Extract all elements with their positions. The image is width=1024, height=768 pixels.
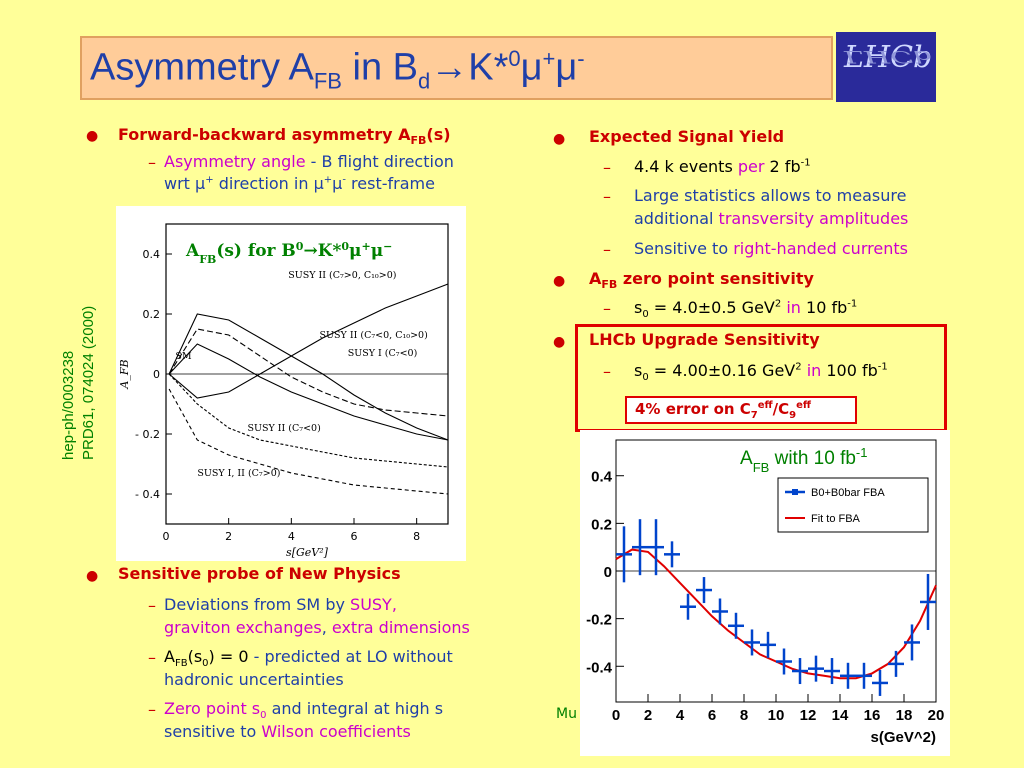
lhcb-logo: LHCb LHCb [836,32,936,102]
afb-zero-text: AFB(s0) = 0 - predicted at LO without [164,647,453,670]
x-axis-label: s(GeV^2) [871,729,936,746]
curve-label: SUSY II (C₇<0) [247,423,320,434]
dash: – [603,240,611,259]
legend-label: Fit to FBA [811,513,861,525]
legend-label: B0+B0bar FBA [811,487,885,499]
zero-point-text: Zero point s0 and integral at high s [164,699,444,722]
x-tick-label: 6 [351,530,358,543]
y-tick-label: 0.4 [143,248,161,261]
graviton-text: graviton exchanges, extra dimensions [164,618,470,637]
wilson-text: sensitive to Wilson coefficients [164,722,411,741]
bullet-dot: ● [553,334,566,350]
y-axis-label: A_FB [118,359,131,389]
dash: – [603,158,611,177]
events-text: 4.4 k events per 2 fb-1 [634,157,811,176]
plot-title: AFB(s) for B0→K*0μ+μ− [185,240,392,266]
s0-sensitivity-text: s0 = 4.0±0.5 GeV2 in 10 fb-1 [634,298,858,321]
x-tick-label: 4 [288,530,295,543]
y-tick-label: 0.2 [591,516,612,533]
dash: – [148,596,156,615]
bullet-new-physics: Sensitive probe of New Physics [118,564,401,583]
x-tick-label: 2 [644,707,652,724]
x-tick-label: 0 [163,530,170,543]
bullet-upgrade: LHCb Upgrade Sensitivity [589,330,820,349]
legend-box [777,477,929,533]
y-tick-label: -0.4 [586,659,613,676]
error-box: 4% error on C7eff/C9eff [625,396,857,424]
x-tick-label: 10 [768,707,785,724]
curve [168,388,449,495]
bullet-zero-point: AFB zero point sensitivity [589,269,814,292]
dash: – [148,700,156,719]
slide-title: Asymmetry AFB in Bd→K*0μ+μ- [90,46,585,94]
hadronic-text: hadronic uncertainties [164,670,344,689]
y-tick-label: - 0.4 [135,488,160,501]
error-text: 4% error on C7eff/C9eff [635,400,812,421]
y-tick-label: -0.2 [586,612,612,629]
cropped-text: Mu [556,706,577,722]
x-tick-label: 4 [676,707,685,724]
dash: – [148,153,156,172]
curve [168,313,449,441]
x-tick-label: 2 [225,530,232,543]
right-handed-text: Sensitive to right-handed currents [634,239,908,258]
x-axis-label: s[GeV²] [286,546,329,559]
reference-1: hep-ph/0003238 [60,350,77,460]
bullet-signal-yield: Expected Signal Yield [589,127,785,146]
x-tick-label: 20 [928,707,945,724]
transversity-text: additional transversity amplitudes [634,209,909,228]
x-tick-label: 8 [413,530,420,543]
theory-plot-svg: 0.4 0.2 0 - 0.2 - 0.4 0 2 4 6 8 s[GeV²] A_FB SUSY II… [118,223,449,559]
asymmetry-angle-text: Asymmetry angle - B flight direction [164,152,454,171]
reference-2: PRD61, 074024 (2000) [80,305,97,460]
dash: – [603,187,611,206]
curve [168,283,449,399]
y-tick-label: 0.4 [591,469,613,486]
curve-label: SUSY I (C₇<0) [348,348,418,359]
y-tick-label: 0 [153,368,160,381]
measurement-plot: 0.4 0.2 0 -0.2 -0.4 0 2 4 6 8 10 12 14 16 18 20 s(GeV^2)… [580,430,950,756]
y-tick-label: 0 [604,564,612,581]
curve-label: SUSY II (C₇<0, C₁₀>0) [320,330,428,341]
bullet-dot: ● [86,128,99,144]
x-tick-label: 0 [612,707,620,724]
curve [168,343,449,441]
large-stats-text: Large statistics allows to measure [634,186,907,205]
x-tick-label: 18 [896,707,913,724]
y-tick-label: - 0.2 [135,428,160,441]
bullet-dot: ● [553,131,566,147]
curve-label: SM [175,351,192,362]
dash: – [148,648,156,667]
x-tick-label: 14 [832,707,849,724]
x-tick-label: 12 [800,707,817,724]
curve [168,328,449,417]
s0-upgrade-text: s0 = 4.00±0.16 GeV2 in 100 fb-1 [634,361,888,384]
curve [168,373,449,468]
dash: – [603,362,611,381]
bullet-dot: ● [86,568,99,584]
bullet-dot: ● [553,273,566,289]
legend-marker-dot [792,489,798,495]
title-box: Asymmetry AFB in Bd→K*0μ+μ- [80,36,833,100]
reference-sidebar: hep-ph/0003238 PRD61, 074024 (2000) [58,240,118,470]
dash: – [603,299,611,318]
logo-reflection: LHCb [844,46,933,66]
curve-label: SUSY I, II (C₇>0) [197,468,280,479]
deviations-text: Deviations from SM by SUSY, [164,595,397,614]
logo-text: LHCb [844,40,933,75]
x-tick-label: 16 [864,707,881,724]
measurement-plot-svg: 0.4 0.2 0 -0.2 -0.4 0 2 4 6 8 10 12 14 16 18 20 s(GeV^2)… [586,439,945,746]
x-tick-label: 8 [740,707,748,724]
plot-label: AFB with 10 fb-1 [740,445,867,475]
theory-plot: 0.4 0.2 0 - 0.2 - 0.4 0 2 4 6 8 s[GeV²] A_FB SUSY II… [116,206,466,561]
rest-frame-text: wrt μ+ direction in μ+μ- rest-frame [164,174,435,193]
y-tick-label: 0.2 [143,308,161,321]
x-tick-label: 6 [708,707,716,724]
curve-label: SUSY II (C₇>0, C₁₀>0) [288,270,396,281]
bullet-fb-asymmetry: Forward-backward asymmetry AFB(s) [118,125,451,148]
